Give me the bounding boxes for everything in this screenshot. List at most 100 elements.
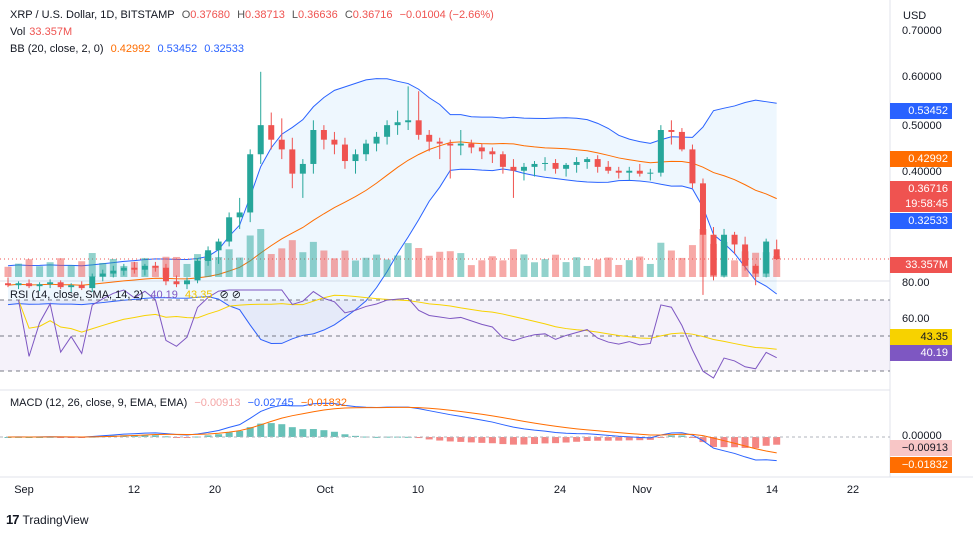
- close-value: 0.36716: [352, 9, 393, 21]
- macd-histogram-bar: [583, 437, 591, 441]
- macd-histogram-bar: [541, 437, 549, 444]
- bb-upper-line: [7, 78, 777, 267]
- volume-value: 33.357M: [29, 26, 73, 38]
- volume-bar: [520, 254, 528, 277]
- candle-body: [26, 283, 33, 287]
- candle-body: [78, 285, 85, 289]
- tradingview-name: TradingView: [22, 512, 89, 527]
- volume-bar: [36, 266, 44, 277]
- candle-body: [668, 130, 675, 132]
- volume-bar: [78, 261, 86, 277]
- volume-bar: [341, 250, 349, 277]
- volume-bar: [667, 250, 675, 277]
- rsi-sma-line: [18, 294, 777, 350]
- macd-histogram-bar: [636, 437, 644, 441]
- candle-body: [752, 265, 759, 274]
- volume-bar: [267, 254, 275, 277]
- macd-hist-badge: −0.00913: [890, 440, 952, 456]
- volume-bar: [88, 253, 96, 277]
- candle-body: [299, 163, 306, 174]
- candle-body: [68, 285, 75, 288]
- macd-histogram-bar: [667, 435, 675, 437]
- volume-bar: [351, 260, 359, 277]
- tradingview-brand[interactable]: 17 TradingView: [6, 512, 89, 527]
- candle-body: [710, 234, 717, 276]
- candle-body: [384, 125, 391, 137]
- volume-bar: [688, 245, 696, 277]
- volume-bar: [257, 229, 265, 277]
- macd-histogram-bar: [162, 436, 170, 438]
- macd-histogram-bar: [320, 430, 328, 437]
- candle-body: [363, 143, 370, 155]
- volume-bar: [531, 262, 538, 277]
- volume-badge: 33.357M: [890, 257, 952, 273]
- macd-histogram-bar: [215, 434, 223, 437]
- macd-histogram-bar: [415, 437, 423, 439]
- candle-body: [647, 172, 654, 174]
- rsi-tick: 60.00: [902, 313, 930, 325]
- x-axis-label: Oct: [316, 484, 334, 496]
- macd-histogram-bar: [773, 437, 781, 445]
- volume-bar: [215, 257, 223, 277]
- macd-histogram-bar: [141, 435, 149, 437]
- volume-bar: [636, 256, 644, 277]
- candle-body: [563, 164, 570, 169]
- candle-body: [478, 147, 485, 152]
- x-axis-label: 20: [208, 484, 222, 496]
- candle-body: [257, 125, 264, 155]
- volume-bar: [236, 257, 244, 277]
- volume-bar: [457, 253, 465, 277]
- candle-body: [489, 151, 496, 155]
- volume-bar: [373, 254, 381, 277]
- x-axis-label: Nov: [632, 484, 652, 496]
- candle-body: [226, 217, 233, 242]
- macd-histogram-bar: [299, 429, 307, 437]
- macd-histogram-bar: [457, 437, 465, 442]
- candle-body: [615, 170, 622, 173]
- volume-bar: [15, 263, 23, 277]
- volume-bar: [172, 256, 180, 277]
- candle-body: [594, 159, 601, 167]
- candle-body: [341, 144, 348, 162]
- candle-body: [205, 250, 212, 261]
- macd-histogram-bar: [330, 431, 338, 437]
- bb-basis-badge: 0.42992: [890, 151, 952, 167]
- candle-body: [99, 273, 106, 277]
- volume-bar: [246, 235, 254, 277]
- macd-histogram-bar: [151, 435, 159, 437]
- macd-histogram-bar: [436, 437, 444, 441]
- candle-body: [731, 234, 738, 245]
- volume-bar: [573, 257, 581, 277]
- macd-histogram-bar: [204, 435, 212, 437]
- macd-histogram-bar: [257, 423, 265, 437]
- candle-body: [57, 282, 64, 288]
- price-tick: 0.50000: [902, 120, 942, 132]
- volume-bar: [594, 259, 602, 277]
- x-axis-label: 10: [411, 484, 425, 496]
- volume-bar: [436, 251, 444, 277]
- macd-histogram-bar: [552, 437, 560, 444]
- low-label: L: [291, 9, 298, 21]
- macd-histogram-bar: [509, 437, 517, 445]
- macd-histogram-bar: [373, 436, 381, 438]
- candle-body: [721, 234, 728, 276]
- open-label: O: [181, 9, 191, 21]
- volume-bar: [604, 257, 612, 277]
- candle-body: [405, 120, 412, 123]
- macd-histogram-bar: [425, 437, 433, 440]
- macd-histogram-bar: [594, 437, 602, 441]
- macd-hist-value: −0.00913: [194, 397, 241, 409]
- volume-bar: [678, 257, 686, 277]
- volume-bar: [288, 240, 296, 277]
- volume-bar: [46, 262, 54, 277]
- volume-bar: [478, 260, 486, 277]
- candle-body: [110, 270, 117, 274]
- macd-histogram-bar: [236, 431, 244, 437]
- volume-bar: [330, 258, 338, 277]
- candle-body: [173, 281, 180, 285]
- rsi-legend: RSI (14, close, SMA, 14, 2) 40.19 43.35 …: [10, 288, 245, 301]
- candle-body: [678, 131, 685, 150]
- candle-body: [47, 282, 54, 285]
- candle-body: [520, 166, 527, 171]
